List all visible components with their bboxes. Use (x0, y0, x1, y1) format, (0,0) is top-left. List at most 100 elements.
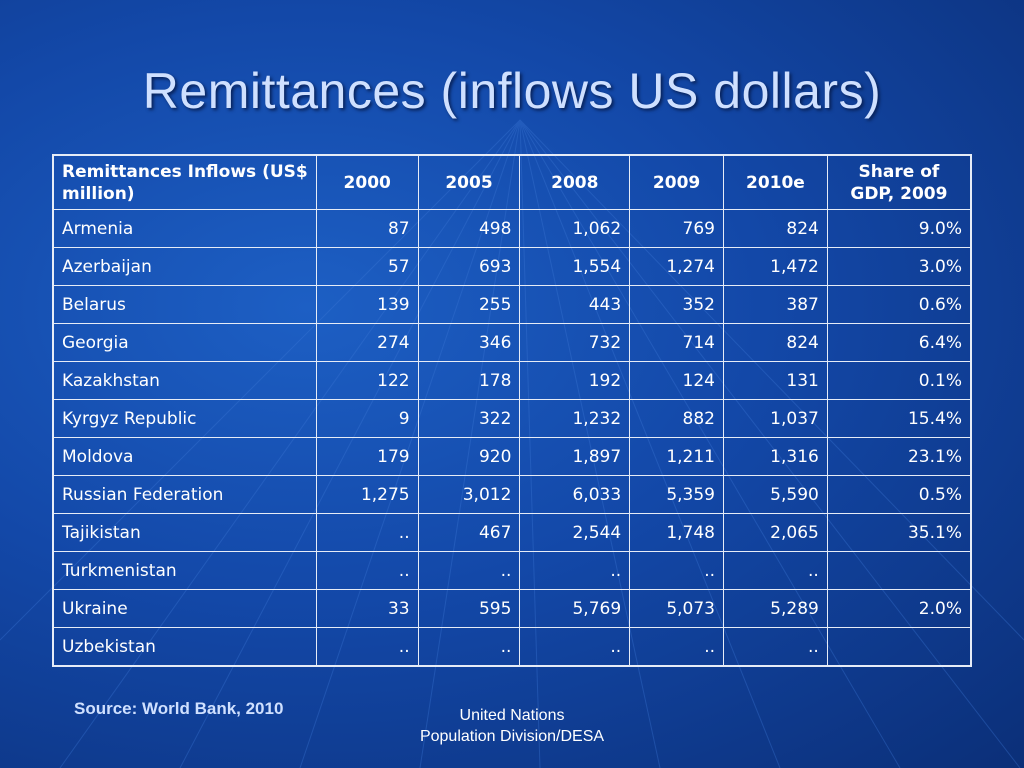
value-cell: 714 (629, 323, 724, 362)
source-note: Source: World Bank, 2010 (74, 699, 284, 718)
value-cell: 9.0% (826, 209, 972, 248)
table-row: Azerbaijan 57 693 1,554 1,274 1,472 3.0% (52, 247, 972, 286)
value-cell: 1,316 (723, 437, 828, 476)
value-cell: 920 (417, 437, 521, 476)
country-cell: Moldova (52, 437, 317, 476)
value-cell: 87 (315, 209, 419, 248)
column-header: 2008 (519, 154, 631, 210)
value-cell: 139 (315, 285, 419, 324)
value-cell: 498 (417, 209, 521, 248)
value-cell: 1,232 (519, 399, 631, 438)
value-cell: 57 (315, 247, 419, 286)
value-cell: .. (723, 551, 828, 590)
column-header: 2009 (629, 154, 724, 210)
value-cell: 274 (315, 323, 419, 362)
value-cell: .. (417, 551, 521, 590)
value-cell: 5,073 (629, 589, 724, 628)
value-cell: 5,359 (629, 475, 724, 514)
table-row: Armenia 87 498 1,062 769 824 9.0% (52, 209, 972, 248)
value-cell: .. (629, 627, 724, 667)
value-cell: .. (315, 627, 419, 667)
value-cell: 1,037 (723, 399, 828, 438)
value-cell: 693 (417, 247, 521, 286)
table-row: Uzbekistan.......... (52, 627, 972, 667)
value-cell: 3,012 (417, 475, 521, 514)
value-cell: 2,065 (723, 513, 828, 552)
value-cell: 346 (417, 323, 521, 362)
value-cell: 179 (315, 437, 419, 476)
country-cell: Belarus (52, 285, 317, 324)
value-cell: .. (519, 627, 631, 667)
value-cell: 1,062 (519, 209, 631, 248)
value-cell: 6.4% (826, 323, 972, 362)
value-cell: .. (417, 627, 521, 667)
value-cell: 0.5% (826, 475, 972, 514)
value-cell: .. (629, 551, 724, 590)
value-cell: 5,289 (723, 589, 828, 628)
table-header-row: Remittances Inflows (US$ million) 2000 2… (52, 154, 972, 210)
value-cell: 352 (629, 285, 724, 324)
country-cell: Turkmenistan (52, 551, 317, 590)
value-cell: 1,554 (519, 247, 631, 286)
table-row: Ukraine 33 595 5,769 5,073 5,289 2.0% (52, 589, 972, 628)
value-cell: 3.0% (826, 247, 972, 286)
table-row: Turkmenistan.......... (52, 551, 972, 590)
footer: United Nations Population Division/DESA (362, 705, 662, 747)
country-cell: Ukraine (52, 589, 317, 628)
column-header: Share of GDP, 2009 (826, 154, 972, 210)
value-cell: 122 (315, 361, 419, 400)
value-cell: 824 (723, 323, 828, 362)
country-cell: Georgia (52, 323, 317, 362)
column-header: 2000 (315, 154, 419, 210)
value-cell: 178 (417, 361, 521, 400)
value-cell: 443 (519, 285, 631, 324)
value-cell: 192 (519, 361, 631, 400)
value-cell (826, 551, 972, 590)
value-cell: 2.0% (826, 589, 972, 628)
table-body: Armenia 87 498 1,062 769 824 9.0% Azerbaijan 57 6… (52, 209, 972, 667)
value-cell: 35.1% (826, 513, 972, 552)
value-cell: 1,748 (629, 513, 724, 552)
value-cell: 2,544 (519, 513, 631, 552)
value-cell: 1,211 (629, 437, 724, 476)
value-cell: 322 (417, 399, 521, 438)
value-cell: 23.1% (826, 437, 972, 476)
table-row: Belarus 139 255 443 352 387 0.6% (52, 285, 972, 324)
country-cell: Armenia (52, 209, 317, 248)
footer-line-2: Population Division/DESA (419, 728, 605, 745)
value-cell: .. (519, 551, 631, 590)
value-cell: .. (315, 551, 419, 590)
value-cell: 824 (723, 209, 828, 248)
table-row: Tajikistan.. 467 2,544 1,748 2,065 35.1% (52, 513, 972, 552)
column-header: 2010e (723, 154, 828, 210)
table-row: Russian Federation 1,275 3,012 6,033 5,359 5,… (52, 475, 972, 514)
table-row: Kazakhstan 122 178 192 124 131 0.1% (52, 361, 972, 400)
value-cell: 255 (417, 285, 521, 324)
footer-line-1: United Nations (459, 707, 565, 724)
value-cell: 1,472 (723, 247, 828, 286)
value-cell: 769 (629, 209, 724, 248)
country-cell: Azerbaijan (52, 247, 317, 286)
value-cell: 6,033 (519, 475, 631, 514)
value-cell: 131 (723, 361, 828, 400)
country-cell: Uzbekistan (52, 627, 317, 667)
value-cell: 0.6% (826, 285, 972, 324)
remittances-table: Remittances Inflows (US$ million) 2000 2… (52, 154, 972, 667)
value-cell: 595 (417, 589, 521, 628)
value-cell: 1,275 (315, 475, 419, 514)
value-cell: 467 (417, 513, 521, 552)
table-row: Georgia 274 346 732 714 824 6.4% (52, 323, 972, 362)
value-cell: 882 (629, 399, 724, 438)
country-cell: Tajikistan (52, 513, 317, 552)
table-row: Kyrgyz Republic 9 322 1,232 882 1,037 15.4% (52, 399, 972, 438)
column-header: Remittances Inflows (US$ million) (52, 154, 317, 210)
value-cell: .. (723, 627, 828, 667)
value-cell (826, 627, 972, 667)
value-cell: 5,769 (519, 589, 631, 628)
table-row: Moldova 179 920 1,897 1,211 1,316 23.1% (52, 437, 972, 476)
value-cell: 9 (315, 399, 419, 438)
value-cell: 1,897 (519, 437, 631, 476)
value-cell: .. (315, 513, 419, 552)
value-cell: 387 (723, 285, 828, 324)
value-cell: 5,590 (723, 475, 828, 514)
